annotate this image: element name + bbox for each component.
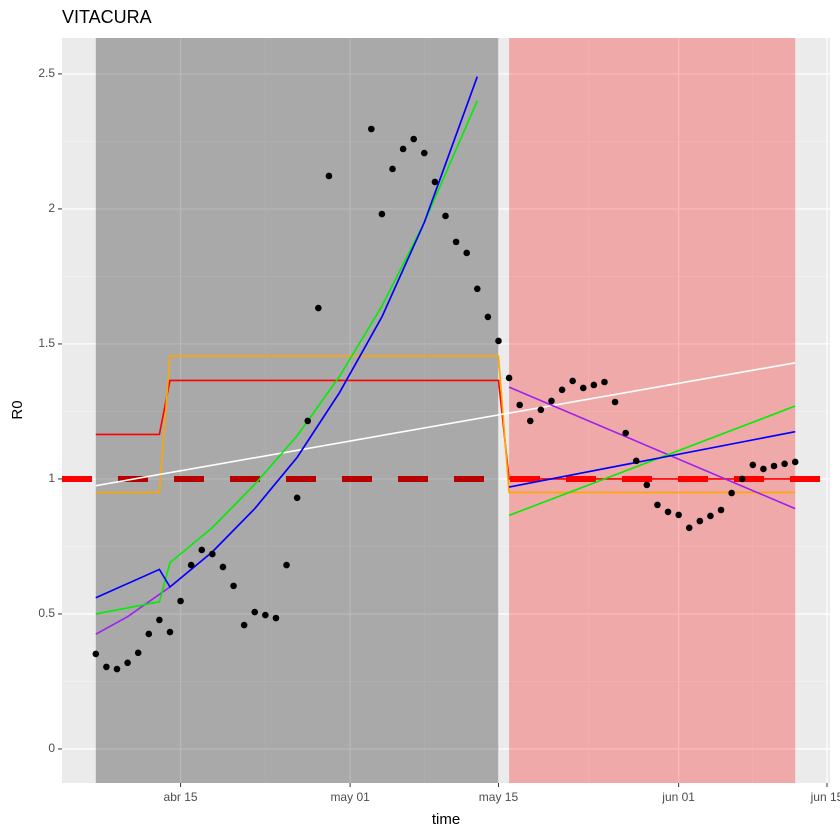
data-point (484, 313, 492, 321)
data-point (590, 381, 598, 389)
data-point (738, 475, 746, 483)
data-point (251, 608, 259, 616)
data-point (166, 628, 174, 636)
shaded-region (95, 38, 499, 783)
data-point (113, 665, 121, 673)
data-point (505, 374, 513, 382)
data-point (696, 517, 704, 525)
data-point (156, 616, 163, 624)
y-tick-label: 1.5 (38, 336, 55, 350)
data-point (569, 377, 576, 385)
data-point (548, 397, 555, 405)
data-point (262, 611, 269, 619)
series-line (508, 386, 796, 510)
data-point (781, 460, 788, 468)
data-point (717, 506, 725, 514)
data-point (664, 508, 672, 516)
data-point (325, 172, 333, 180)
data-point (198, 546, 206, 554)
data-point (145, 630, 153, 638)
data-point (452, 238, 460, 246)
data-point (675, 511, 682, 519)
data-point (654, 501, 661, 509)
x-tick-label: may 15 (479, 790, 519, 804)
data-point (283, 561, 290, 569)
data-point (632, 457, 640, 465)
series-line (508, 430, 796, 488)
data-point (728, 489, 735, 497)
data-point (791, 458, 799, 466)
data-point (410, 135, 418, 143)
data-point (230, 582, 237, 590)
data-point (304, 417, 312, 425)
data-point (707, 512, 714, 520)
data-point (368, 125, 375, 133)
x-tick-label: jun 01 (661, 790, 695, 804)
y-tick-label: 2.5 (38, 66, 55, 80)
series-line (95, 362, 796, 487)
data-point (611, 398, 619, 406)
data-point (526, 417, 534, 425)
data-point (293, 494, 301, 502)
data-point (495, 337, 502, 345)
data-point (421, 149, 428, 157)
data-point (643, 481, 651, 489)
data-point (124, 659, 131, 667)
data-point (92, 650, 100, 658)
data-point (378, 210, 386, 218)
x-tick-label: jun 15 (810, 790, 840, 804)
data-point (315, 304, 322, 312)
series-line (95, 76, 479, 599)
y-axis-label: R0 (9, 400, 26, 419)
data-point (473, 285, 481, 293)
data-point (399, 145, 407, 153)
data-point (516, 401, 523, 409)
series-line (508, 405, 796, 517)
series-line (95, 379, 796, 480)
x-tick-label: abr 15 (164, 790, 198, 804)
data-point (760, 465, 767, 473)
y-tick-label: 1 (48, 471, 55, 485)
data-point (685, 524, 693, 532)
chart-title: VITACURA (62, 7, 152, 27)
data-point (463, 249, 470, 257)
data-point (240, 621, 248, 629)
x-tick-label: may 01 (330, 790, 370, 804)
data-point (749, 461, 757, 469)
data-point (770, 462, 778, 470)
data-point (134, 649, 142, 657)
data-point (103, 663, 110, 671)
data-point (187, 561, 195, 569)
y-tick-label: 0 (48, 741, 55, 755)
data-point (601, 378, 608, 386)
series-line (95, 355, 796, 494)
shaded-region (509, 38, 796, 783)
data-point (219, 563, 227, 571)
data-point (442, 212, 449, 220)
series-line (95, 100, 479, 615)
y-tick-label: 2 (48, 201, 55, 215)
data-point (389, 165, 396, 173)
data-point (622, 429, 629, 437)
data-point (579, 384, 587, 392)
y-tick-label: 0.5 (38, 606, 55, 620)
data-point (431, 178, 439, 186)
data-point (537, 406, 545, 414)
data-point (209, 550, 216, 558)
data-point (177, 597, 184, 605)
x-axis-label: time (432, 811, 460, 828)
data-point (558, 386, 566, 394)
data-point (272, 614, 280, 622)
